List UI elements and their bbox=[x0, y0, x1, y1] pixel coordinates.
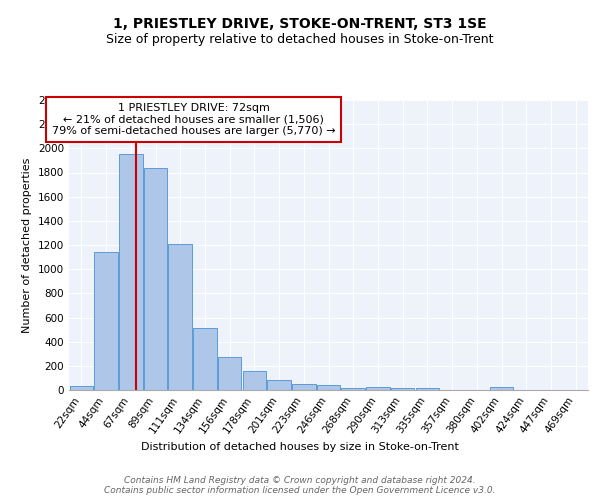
Bar bbox=[391, 388, 415, 390]
Bar bbox=[366, 388, 389, 390]
Bar bbox=[119, 154, 143, 390]
Text: 1 PRIESTLEY DRIVE: 72sqm
← 21% of detached houses are smaller (1,506)
79% of sem: 1 PRIESTLEY DRIVE: 72sqm ← 21% of detach… bbox=[52, 103, 335, 136]
Bar bbox=[242, 372, 266, 390]
Y-axis label: Number of detached properties: Number of detached properties bbox=[22, 158, 32, 332]
Bar bbox=[292, 384, 316, 390]
Bar bbox=[169, 244, 192, 390]
Bar bbox=[218, 358, 241, 390]
Text: Contains HM Land Registry data © Crown copyright and database right 2024.
Contai: Contains HM Land Registry data © Crown c… bbox=[104, 476, 496, 495]
Bar bbox=[70, 386, 93, 390]
Text: 1, PRIESTLEY DRIVE, STOKE-ON-TRENT, ST3 1SE: 1, PRIESTLEY DRIVE, STOKE-ON-TRENT, ST3 … bbox=[113, 18, 487, 32]
Bar bbox=[144, 168, 167, 390]
Text: Size of property relative to detached houses in Stoke-on-Trent: Size of property relative to detached ho… bbox=[106, 32, 494, 46]
Bar bbox=[317, 385, 340, 390]
Bar bbox=[416, 388, 439, 390]
Bar bbox=[341, 388, 365, 390]
Bar bbox=[193, 328, 217, 390]
Bar bbox=[94, 252, 118, 390]
Bar bbox=[490, 388, 513, 390]
Bar bbox=[268, 380, 291, 390]
Text: Distribution of detached houses by size in Stoke-on-Trent: Distribution of detached houses by size … bbox=[141, 442, 459, 452]
